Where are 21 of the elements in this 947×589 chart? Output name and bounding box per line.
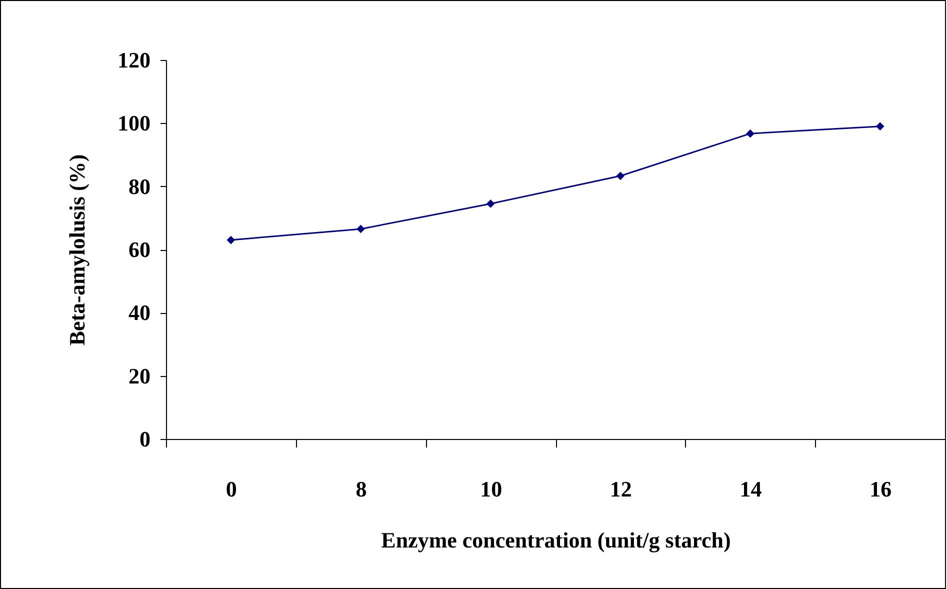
x-tick-label: 12 (610, 476, 632, 502)
point (616, 172, 625, 180)
point (486, 200, 495, 208)
x-axis-title: Enzyme concentration (unit/g starch) (381, 528, 731, 552)
y-tick-label: 40 (128, 300, 150, 326)
x-tick-label: 0 (226, 476, 237, 502)
y-tick-label: 80 (128, 174, 150, 199)
point (746, 129, 754, 138)
y-tick-label: 0 (140, 426, 150, 452)
x-tick-label: 16 (870, 476, 892, 502)
y-axis-title: Beta-amylolusis (%) (64, 154, 90, 346)
x-tick-label: 8 (356, 476, 367, 502)
y-tick-label: 120 (118, 48, 150, 72)
y-tick-label: 60 (128, 237, 150, 262)
x-tick-label: 10 (480, 476, 502, 502)
point (226, 236, 236, 244)
y-tick-label: 100 (118, 110, 150, 136)
point (356, 224, 365, 234)
x-tick-label: 14 (740, 476, 762, 502)
y-tick-label: 20 (128, 363, 150, 388)
point (876, 122, 884, 131)
